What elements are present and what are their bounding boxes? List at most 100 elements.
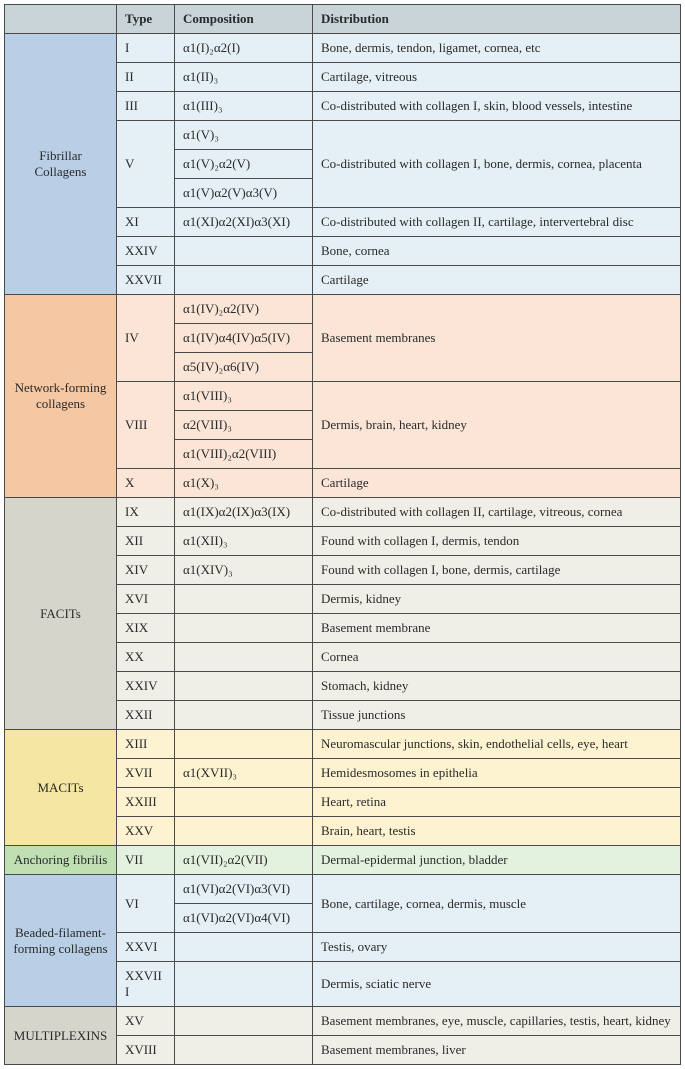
distribution-cell: Brain, heart, testis	[313, 817, 681, 846]
type-cell: XXVIII	[117, 962, 175, 1007]
type-cell: XXIV	[117, 672, 175, 701]
composition-cell: α1(IX)α2(IX)α3(IX)	[175, 498, 313, 527]
composition-cell: α1(XIV)₃	[175, 556, 313, 585]
distribution-cell: Basement membrane	[313, 614, 681, 643]
type-cell: XXVI	[117, 933, 175, 962]
distribution-cell: Tissue junctions	[313, 701, 681, 730]
type-cell: XIII	[117, 730, 175, 759]
header-distribution: Distribution	[313, 5, 681, 34]
distribution-cell: Found with collagen I, bone, dermis, car…	[313, 556, 681, 585]
table-row: Anchoring fibrilisVIIα1(VII)₂α2(VII)Derm…	[5, 846, 681, 875]
type-cell: XIX	[117, 614, 175, 643]
type-cell: VIII	[117, 382, 175, 469]
composition-cell	[175, 701, 313, 730]
distribution-cell: Cartilage, vitreous	[313, 63, 681, 92]
composition-cell: α1(XVII)₃	[175, 759, 313, 788]
composition-cell	[175, 643, 313, 672]
type-cell: II	[117, 63, 175, 92]
composition-cell	[175, 1036, 313, 1065]
collagen-table: Type Composition Distribution Fibrillar …	[4, 4, 681, 1065]
composition-cell: α2(VIII)₃	[175, 411, 313, 440]
type-cell: X	[117, 469, 175, 498]
composition-cell	[175, 730, 313, 759]
type-cell: XV	[117, 1007, 175, 1036]
type-cell: XVIII	[117, 1036, 175, 1065]
type-cell: XXIV	[117, 237, 175, 266]
composition-cell: α1(III)₃	[175, 92, 313, 121]
table-row: Fibrillar CollagensIα1(I)₂α2(I)Bone, der…	[5, 34, 681, 63]
composition-cell	[175, 614, 313, 643]
category-cell: Beaded-filament-forming collagens	[5, 875, 117, 1007]
type-cell: XXVII	[117, 266, 175, 295]
type-cell: III	[117, 92, 175, 121]
type-cell: XXV	[117, 817, 175, 846]
type-cell: XII	[117, 527, 175, 556]
table-row: Beaded-filament-forming collagensVIα1(VI…	[5, 875, 681, 904]
composition-cell	[175, 817, 313, 846]
table-row: MACITsXIIINeuromascular junctions, skin,…	[5, 730, 681, 759]
distribution-cell: Basement membranes	[313, 295, 681, 382]
category-cell: Fibrillar Collagens	[5, 34, 117, 295]
type-cell: XIV	[117, 556, 175, 585]
distribution-cell: Testis, ovary	[313, 933, 681, 962]
composition-cell: α1(VIII)₂α2(VIII)	[175, 440, 313, 469]
distribution-cell: Cartilage	[313, 469, 681, 498]
composition-cell: α1(V)α2(V)α3(V)	[175, 179, 313, 208]
type-cell: I	[117, 34, 175, 63]
distribution-cell: Co-distributed with collagen II, cartila…	[313, 498, 681, 527]
table-row: MULTIPLEXINSXVBasement membranes, eye, m…	[5, 1007, 681, 1036]
composition-cell: α1(V)₃	[175, 121, 313, 150]
composition-cell	[175, 266, 313, 295]
composition-cell	[175, 1007, 313, 1036]
composition-cell	[175, 585, 313, 614]
composition-cell: α1(V)₂α2(V)	[175, 150, 313, 179]
distribution-cell: Dermis, brain, heart, kidney	[313, 382, 681, 469]
type-cell: XVII	[117, 759, 175, 788]
distribution-cell: Bone, cartilage, cornea, dermis, muscle	[313, 875, 681, 933]
distribution-cell: Dermal-epidermal junction, bladder	[313, 846, 681, 875]
distribution-cell: Basement membranes, eye, muscle, capilla…	[313, 1007, 681, 1036]
composition-cell: α1(XI)α2(XI)α3(XI)	[175, 208, 313, 237]
distribution-cell: Hemidesmosomes in epithelia	[313, 759, 681, 788]
distribution-cell: Dermis, sciatic nerve	[313, 962, 681, 1007]
header-composition: Composition	[175, 5, 313, 34]
category-cell: Anchoring fibrilis	[5, 846, 117, 875]
distribution-cell: Cornea	[313, 643, 681, 672]
distribution-cell: Found with collagen I, dermis, tendon	[313, 527, 681, 556]
composition-cell: α1(VI)α2(VI)α3(VI)	[175, 875, 313, 904]
composition-cell: α1(IV)α4(IV)α5(IV)	[175, 324, 313, 353]
header-blank	[5, 5, 117, 34]
table-row: Network-forming collagensIVα1(IV)₂α2(IV)…	[5, 295, 681, 324]
header-type: Type	[117, 5, 175, 34]
composition-cell: α1(II)₃	[175, 63, 313, 92]
distribution-cell: Bone, dermis, tendon, ligamet, cornea, e…	[313, 34, 681, 63]
type-cell: V	[117, 121, 175, 208]
composition-cell: α1(XII)₃	[175, 527, 313, 556]
composition-cell	[175, 237, 313, 266]
category-cell: FACITs	[5, 498, 117, 730]
type-cell: VI	[117, 875, 175, 933]
composition-cell: α5(IV)₂α6(IV)	[175, 353, 313, 382]
header-row: Type Composition Distribution	[5, 5, 681, 34]
distribution-cell: Dermis, kidney	[313, 585, 681, 614]
category-cell: Network-forming collagens	[5, 295, 117, 498]
composition-cell: α1(X)₃	[175, 469, 313, 498]
type-cell: XI	[117, 208, 175, 237]
type-cell: VII	[117, 846, 175, 875]
distribution-cell: Co-distributed with collagen II, cartila…	[313, 208, 681, 237]
distribution-cell: Bone, cornea	[313, 237, 681, 266]
distribution-cell: Cartilage	[313, 266, 681, 295]
composition-cell: α1(VI)α2(VI)α4(VI)	[175, 904, 313, 933]
category-cell: MULTIPLEXINS	[5, 1007, 117, 1065]
table-row: FACITsIXα1(IX)α2(IX)α3(IX)Co-distributed…	[5, 498, 681, 527]
distribution-cell: Stomach, kidney	[313, 672, 681, 701]
composition-cell: α1(VIII)₃	[175, 382, 313, 411]
composition-cell: α1(I)₂α2(I)	[175, 34, 313, 63]
composition-cell: α1(IV)₂α2(IV)	[175, 295, 313, 324]
distribution-cell: Heart, retina	[313, 788, 681, 817]
category-cell: MACITs	[5, 730, 117, 846]
composition-cell	[175, 672, 313, 701]
type-cell: XXIII	[117, 788, 175, 817]
distribution-cell: Basement membranes, liver	[313, 1036, 681, 1065]
distribution-cell: Co-distributed with collagen I, skin, bl…	[313, 92, 681, 121]
